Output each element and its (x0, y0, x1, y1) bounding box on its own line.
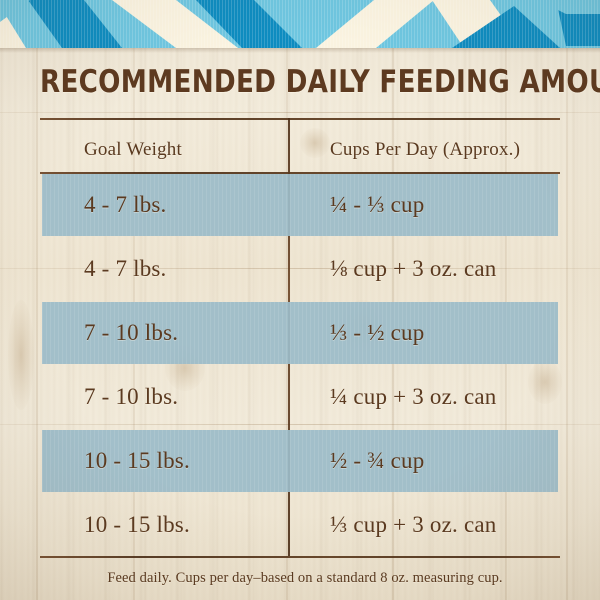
cell-cups-per-day: ¼ - ⅓ cup (288, 192, 560, 218)
table-row: 7 - 10 lbs. ¼ cup + 3 oz. can (40, 366, 560, 428)
table-row: 10 - 15 lbs. ½ - ¾ cup (40, 430, 560, 492)
table-bottom-rule (40, 556, 560, 558)
wood-plank-edge (566, 0, 568, 600)
footnote-text: Feed daily. Cups per day–based on a stan… (107, 570, 503, 586)
cell-cups-per-day: ⅓ cup + 3 oz. can (288, 512, 560, 538)
cell-goal-weight: 7 - 10 lbs. (40, 320, 288, 346)
cell-goal-weight: 10 - 15 lbs. (40, 448, 288, 474)
column-header-cups-per-day: Cups Per Day (Approx.) (288, 139, 560, 161)
goal-weight-value: 10 - 15 lbs. (84, 448, 190, 473)
wood-plank-edge (133, 0, 135, 600)
cell-cups-per-day: ½ - ¾ cup (288, 448, 560, 474)
wood-plank-edge (286, 0, 288, 600)
row-shade-band (42, 302, 558, 364)
wood-plank-edge (392, 0, 394, 600)
column-header-goal-weight: Goal Weight (40, 139, 288, 161)
goal-weight-value: 4 - 7 lbs. (84, 192, 167, 217)
cups-per-day-value: ¼ - ⅓ cup (330, 192, 425, 217)
cell-cups-per-day: ¼ cup + 3 oz. can (288, 384, 560, 410)
goal-weight-value: 10 - 15 lbs. (84, 512, 190, 537)
table-row: 4 - 7 lbs. ¼ - ⅓ cup (40, 174, 560, 236)
decorative-banner (0, 0, 600, 48)
table-top-rule (40, 118, 560, 120)
table-header-rule (40, 172, 560, 174)
row-shade-band (42, 174, 558, 236)
column-header-label: Goal Weight (84, 139, 182, 160)
page-title: RECOMMENDED DAILY FEEDING AMOUNTS: (40, 64, 600, 100)
wood-knot (300, 128, 330, 158)
table-row: 4 - 7 lbs. ⅛ cup + 3 oz. can (40, 238, 560, 300)
column-header-label: Cups Per Day (Approx.) (330, 139, 521, 160)
cups-per-day-value: ½ - ¾ cup (330, 448, 425, 473)
wood-plank-edge (36, 0, 38, 600)
wood-knot (8, 300, 34, 410)
table-row: 7 - 10 lbs. ⅓ - ½ cup (40, 302, 560, 364)
goal-weight-value: 7 - 10 lbs. (84, 320, 179, 345)
wood-knot (528, 360, 562, 404)
cups-per-day-value: ⅛ cup + 3 oz. can (330, 256, 497, 281)
wood-plank-edge (505, 0, 507, 600)
cups-per-day-value: ⅓ - ½ cup (330, 320, 425, 345)
goal-weight-value: 4 - 7 lbs. (84, 256, 167, 281)
row-shade-band (42, 430, 558, 492)
wood-plank-seam (0, 268, 600, 269)
cell-cups-per-day: ⅓ - ½ cup (288, 320, 560, 346)
cell-cups-per-day: ⅛ cup + 3 oz. can (288, 256, 560, 282)
cell-goal-weight: 10 - 15 lbs. (40, 512, 288, 538)
cell-goal-weight: 4 - 7 lbs. (40, 192, 288, 218)
goal-weight-value: 7 - 10 lbs. (84, 384, 179, 409)
banner-dropshadow (0, 48, 600, 53)
wood-plank-seam (0, 112, 600, 113)
cell-goal-weight: 7 - 10 lbs. (40, 384, 288, 410)
cups-per-day-value: ⅓ cup + 3 oz. can (330, 512, 497, 537)
table-row: 10 - 15 lbs. ⅓ cup + 3 oz. can (40, 494, 560, 556)
cups-per-day-value: ¼ cup + 3 oz. can (330, 384, 497, 409)
banner-pattern-svg (0, 0, 600, 48)
wood-plank-seam (0, 424, 600, 425)
cell-goal-weight: 4 - 7 lbs. (40, 256, 288, 282)
table-header-row: Goal Weight Cups Per Day (Approx.) (40, 128, 560, 172)
